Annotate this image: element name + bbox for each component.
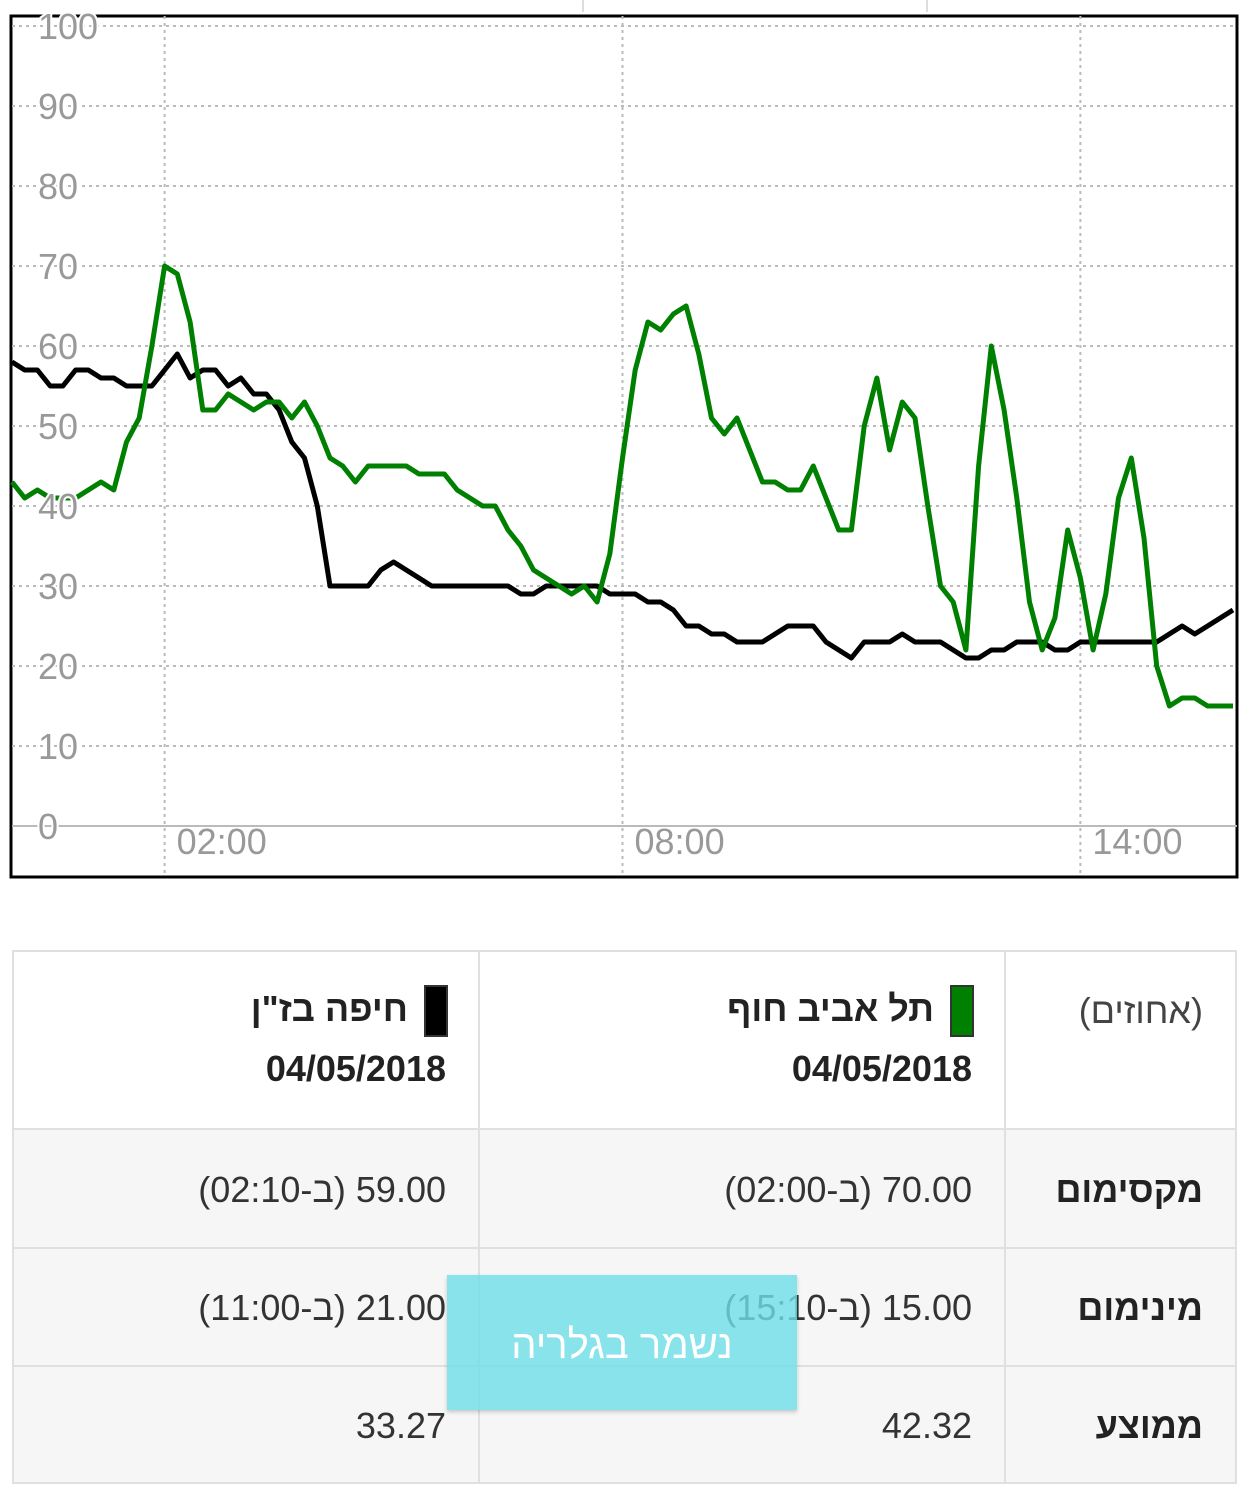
header-cell: תל אביב חוף 04/05/2018 [478, 950, 1006, 1130]
y-tick-label: 30 [38, 566, 78, 607]
y-tick-label: 70 [38, 246, 78, 287]
y-tick-label: 80 [38, 166, 78, 207]
series-name: תל אביב חוף [727, 988, 934, 1029]
series-line [10, 351, 1235, 661]
series-line [10, 263, 1233, 709]
value-cell: 70.00 (ב-02:00) [478, 1128, 1006, 1249]
chart: 0 10 20 30 40 50 60 70 80 90 100 02:00 08:00 14:00 [9, 0, 1239, 879]
series-date: 04/05/2018 [791, 1048, 972, 1089]
labels: 0 10 20 30 40 50 60 70 80 90 100 02:00 08:00 14:00 [36, 4, 1182, 862]
value-text: 42.32 [881, 1404, 972, 1446]
value-text: 21.00 (ב-11:00) [198, 1287, 446, 1328]
row-label-cell: ממוצע [1004, 1365, 1237, 1484]
unit-label: (אחוזים) [1078, 990, 1203, 1031]
y-tick-label: 60 [38, 326, 78, 367]
row-label-cell: מקסימום [1004, 1128, 1237, 1249]
y-tick-label: 20 [38, 646, 78, 687]
y-tick-label: 40 [38, 486, 78, 527]
row-label: מקסימום [1055, 1168, 1203, 1210]
y-tick-label: 0 [38, 806, 58, 847]
y-tick-label: 100 [38, 6, 98, 47]
header-cell: (אחוזים) [1004, 950, 1237, 1130]
y-tick-label: 90 [38, 86, 78, 127]
value-cell: 21.00 (ב-11:00) [12, 1247, 480, 1367]
series-date: 04/05/2018 [265, 1048, 446, 1089]
grid [12, 16, 1237, 877]
y-tick-label: 50 [38, 406, 78, 447]
value-cell: 59.00 (ב-02:10) [12, 1128, 480, 1249]
toast: נשמר בגלריה [447, 1275, 797, 1410]
x-tick-label: 08:00 [635, 821, 725, 862]
value-cell: 33.27 [12, 1365, 480, 1484]
row-label-cell: מינימום [1004, 1247, 1237, 1367]
legend-swatch [424, 985, 448, 1037]
series-name: חיפה בז"ן [250, 988, 408, 1029]
lines [10, 263, 1235, 709]
legend-swatch [950, 985, 974, 1037]
y-tick-label: 10 [38, 726, 78, 767]
x-tick-label: 14:00 [1092, 821, 1182, 862]
value-text: 70.00 (ב-02:00) [724, 1168, 972, 1210]
x-tick-label: 02:00 [177, 821, 267, 862]
row-label: ממוצע [1095, 1404, 1203, 1446]
header-cell: חיפה בז"ן 04/05/2018 [12, 950, 480, 1130]
value-text: 59.00 (ב-02:10) [198, 1168, 446, 1210]
value-text: 33.27 [355, 1404, 446, 1446]
row-label: מינימום [1077, 1287, 1203, 1328]
